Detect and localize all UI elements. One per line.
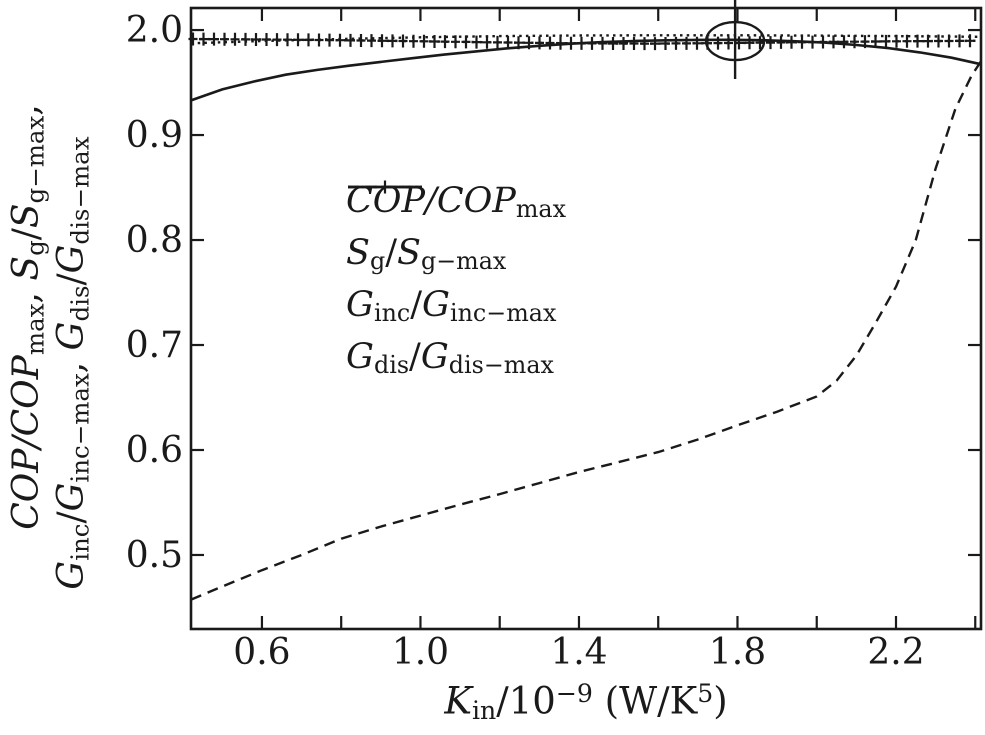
math-segment: −9 bbox=[555, 679, 593, 708]
math-segment: G bbox=[51, 244, 92, 274]
y-tick-label: 2.0 bbox=[126, 10, 183, 51]
math-segment: 5 bbox=[697, 679, 714, 708]
math-segment: G bbox=[51, 560, 92, 590]
x-tick-label: 0.6 bbox=[233, 632, 290, 673]
math-segment: S bbox=[397, 232, 421, 273]
legend-item-label: Sg/Sg−max bbox=[346, 233, 506, 275]
x-tick-label: 2.2 bbox=[867, 632, 924, 673]
math-segment: g−max bbox=[20, 115, 50, 204]
math-segment: , bbox=[6, 104, 47, 116]
y-tick-label: 0.7 bbox=[126, 325, 183, 366]
y-tick-label: 0.6 bbox=[126, 430, 183, 471]
math-segment: inc bbox=[373, 299, 411, 328]
math-segment: dis bbox=[373, 351, 410, 380]
math-segment: G bbox=[346, 336, 374, 377]
math-segment: in bbox=[471, 695, 497, 725]
plus-markers bbox=[188, 32, 975, 51]
math-segment: / bbox=[409, 336, 421, 377]
math-segment: / bbox=[51, 511, 92, 524]
y-tick-label: 0.5 bbox=[126, 535, 183, 576]
math-segment: max bbox=[515, 195, 567, 224]
y-tick-label: 0.9 bbox=[126, 115, 183, 156]
series-cop-copmax-line bbox=[190, 38, 982, 102]
x-axis-title: Kin/10−9 (W/K5) bbox=[191, 679, 981, 725]
math-segment: S bbox=[6, 203, 47, 229]
math-segment: G bbox=[420, 336, 449, 377]
legend-item-label: Gdis/Gdis−max bbox=[346, 337, 554, 379]
math-segment: dis bbox=[65, 285, 95, 322]
y-axis-title-line-2: Ginc/Ginc−max, Gdis/Gdis−max bbox=[49, 33, 95, 693]
math-segment: g−max bbox=[421, 247, 507, 276]
math-segment: K bbox=[444, 679, 472, 723]
math-segment: inc bbox=[65, 523, 95, 561]
plot-border bbox=[189, 6, 983, 631]
math-segment: S bbox=[346, 232, 370, 273]
math-segment: inc−max bbox=[450, 299, 557, 328]
x-tick-label: 1.4 bbox=[550, 632, 607, 673]
x-tick-label: 1.0 bbox=[392, 632, 449, 673]
series-gdis-gdis-max-line bbox=[190, 60, 982, 601]
series-ginc-ginc-max-line bbox=[190, 34, 981, 45]
math-segment: , bbox=[51, 350, 92, 374]
math-segment: / bbox=[385, 232, 398, 273]
highlight-ellipse-annotation bbox=[704, 20, 766, 62]
legend-item-label: Ginc/Ginc−max bbox=[346, 285, 556, 327]
math-segment: /10 bbox=[496, 679, 556, 723]
math-segment: / bbox=[410, 284, 423, 325]
y-tick-label: 0.8 bbox=[126, 220, 183, 261]
math-segment: max bbox=[20, 303, 50, 356]
x-tick-label: 1.8 bbox=[709, 632, 766, 673]
math-segment: inc−max bbox=[65, 373, 95, 483]
math-segment: G bbox=[51, 321, 92, 351]
math-segment: g bbox=[20, 240, 50, 256]
math-segment: (W/K bbox=[592, 679, 698, 723]
math-segment: dis−max bbox=[65, 136, 95, 245]
math-segment: G bbox=[422, 284, 450, 325]
math-segment: g bbox=[369, 247, 386, 276]
legend-item: Sg/Sg−max bbox=[346, 180, 566, 280]
math-segment: / bbox=[51, 273, 92, 286]
math-segment: G bbox=[51, 482, 92, 512]
legend-item: Gdis/Gdis−max bbox=[346, 185, 566, 384]
math-segment: G bbox=[346, 284, 374, 325]
legend-item: Ginc/Ginc−max bbox=[346, 185, 566, 332]
math-segment: S bbox=[6, 255, 47, 281]
math-segment: dis−max bbox=[448, 351, 554, 380]
math-segment: / bbox=[6, 228, 47, 241]
legend: COP/COPmax Sg/Sg−max Ginc/Ginc−max Gdis/Gdi… bbox=[346, 176, 566, 384]
math-segment: COP/COP bbox=[6, 355, 47, 530]
y-axis-title-line-1: COP/COPmax, Sg/Sg−max, bbox=[4, 0, 50, 647]
math-segment: ) bbox=[713, 679, 728, 723]
legend-sample-dashed bbox=[348, 185, 422, 189]
math-segment: , bbox=[6, 280, 47, 304]
